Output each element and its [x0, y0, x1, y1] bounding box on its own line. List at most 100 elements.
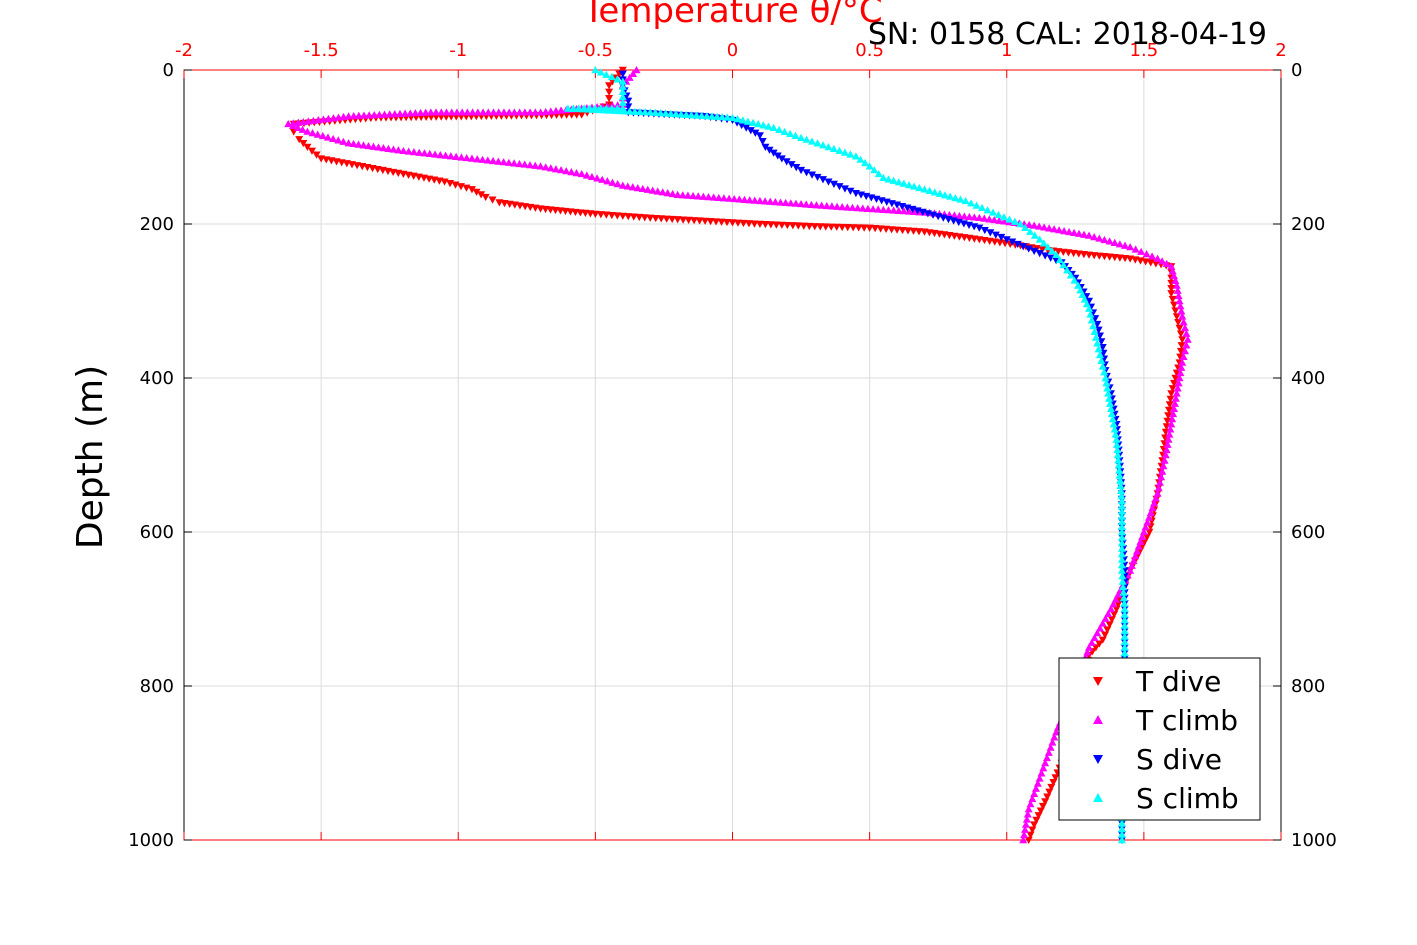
data-point-interp [737, 121, 746, 130]
data-point-interp [1117, 512, 1126, 520]
data-point-interp [594, 105, 603, 114]
data-point [920, 185, 929, 193]
data-point-interp [607, 211, 616, 220]
data-point-interp [1167, 284, 1176, 293]
data-point-interp [673, 216, 682, 224]
data-point-interp [1035, 222, 1044, 230]
data-point-interp [1032, 784, 1041, 792]
data-point-interp [1117, 830, 1126, 838]
data-point [1041, 798, 1050, 806]
data-point [1016, 220, 1025, 228]
data-point-interp [780, 127, 789, 135]
data-point-interp [1154, 484, 1163, 492]
y-tick-label-left: 1000 [128, 830, 174, 851]
data-point-interp [379, 144, 388, 152]
data-point-interp [1000, 217, 1009, 225]
data-point-interp [687, 111, 696, 119]
data-point-interp [874, 169, 883, 178]
data-point-interp [613, 75, 622, 83]
data-point-interp [750, 220, 759, 228]
data-point-interp [1140, 538, 1149, 546]
data-point-interp [1021, 825, 1030, 833]
data-point-interp [876, 225, 885, 233]
data-point-interp [1165, 401, 1174, 409]
data-point-interp [1045, 788, 1054, 796]
data-point-interp [874, 205, 883, 213]
data-point-interp [411, 109, 420, 117]
data-point [399, 146, 408, 155]
data-point-interp [802, 169, 811, 177]
data-point-interp [1131, 245, 1140, 253]
data-point-interp [717, 218, 726, 226]
data-point [742, 124, 751, 132]
x-tick-label: 2 [1275, 40, 1286, 61]
data-point-interp [1117, 825, 1126, 833]
data-point-interp [1090, 633, 1099, 642]
data-point-interp [323, 133, 332, 141]
data-point-interp [1170, 271, 1179, 280]
x-tick-label: -0.5 [578, 40, 613, 61]
y-tick-label-left: 0 [163, 60, 174, 81]
data-point-interp [1021, 223, 1030, 232]
data-point-interp [1008, 238, 1017, 246]
data-point-interp [1040, 223, 1049, 231]
grid-layer [184, 70, 1281, 840]
data-point-interp [1049, 779, 1058, 787]
data-point-interp [479, 108, 488, 116]
data-point-interp [816, 223, 825, 231]
data-point-interp [1177, 342, 1186, 350]
data-point-interp [879, 205, 888, 213]
data-point-interp [294, 118, 303, 126]
data-point-interp [858, 204, 867, 212]
data-point-interp [754, 119, 763, 128]
data-point [755, 196, 764, 205]
data-point-interp [1115, 240, 1124, 248]
data-point-interp [1110, 238, 1119, 246]
data-point-interp [1121, 241, 1130, 249]
data-point [865, 162, 874, 170]
data-point [646, 108, 655, 116]
data-point [646, 214, 655, 222]
data-point-interp [406, 109, 415, 117]
data-point-interp [618, 82, 627, 90]
data-point-interp [1170, 379, 1179, 388]
x-tick-label: 0 [727, 40, 738, 61]
data-point-interp [740, 195, 749, 203]
data-point-interp [1176, 368, 1185, 377]
data-point-interp [871, 225, 880, 233]
data-point-interp [1026, 800, 1035, 808]
data-point-interp [1104, 609, 1113, 618]
data-point-interp [1035, 250, 1044, 258]
data-point-interp [483, 156, 492, 164]
data-point-interp [694, 192, 703, 200]
data-point-interp [605, 88, 614, 96]
data-point-interp [602, 211, 611, 219]
data-point [1117, 566, 1126, 574]
data-point-interp [629, 69, 638, 78]
data-point [701, 217, 710, 225]
data-point-interp [401, 109, 410, 117]
y-tick-label-right: 0 [1291, 60, 1302, 81]
data-point-interp [1174, 291, 1183, 300]
data-point-interp [425, 149, 434, 158]
data-point-interp [765, 146, 774, 154]
data-point-interp [1107, 409, 1116, 418]
data-point-interp [1181, 323, 1190, 332]
data-point-interp [633, 184, 642, 192]
data-point [1052, 250, 1061, 258]
data-point-interp [935, 189, 944, 197]
data-point-interp [307, 147, 316, 155]
data-point-interp [628, 183, 637, 191]
data-point [426, 108, 435, 116]
data-point-interp [489, 156, 498, 165]
data-point-interp [1177, 307, 1186, 315]
data-point-interp [596, 211, 605, 219]
data-point-interp [1173, 384, 1182, 392]
data-point-interp [750, 196, 759, 204]
data-point-interp [314, 116, 323, 124]
data-point-interp [339, 112, 348, 121]
data-point-interp [1142, 533, 1151, 541]
data-point-interp [567, 168, 576, 176]
data-point-interp [318, 131, 327, 140]
data-point-interp [854, 224, 863, 232]
